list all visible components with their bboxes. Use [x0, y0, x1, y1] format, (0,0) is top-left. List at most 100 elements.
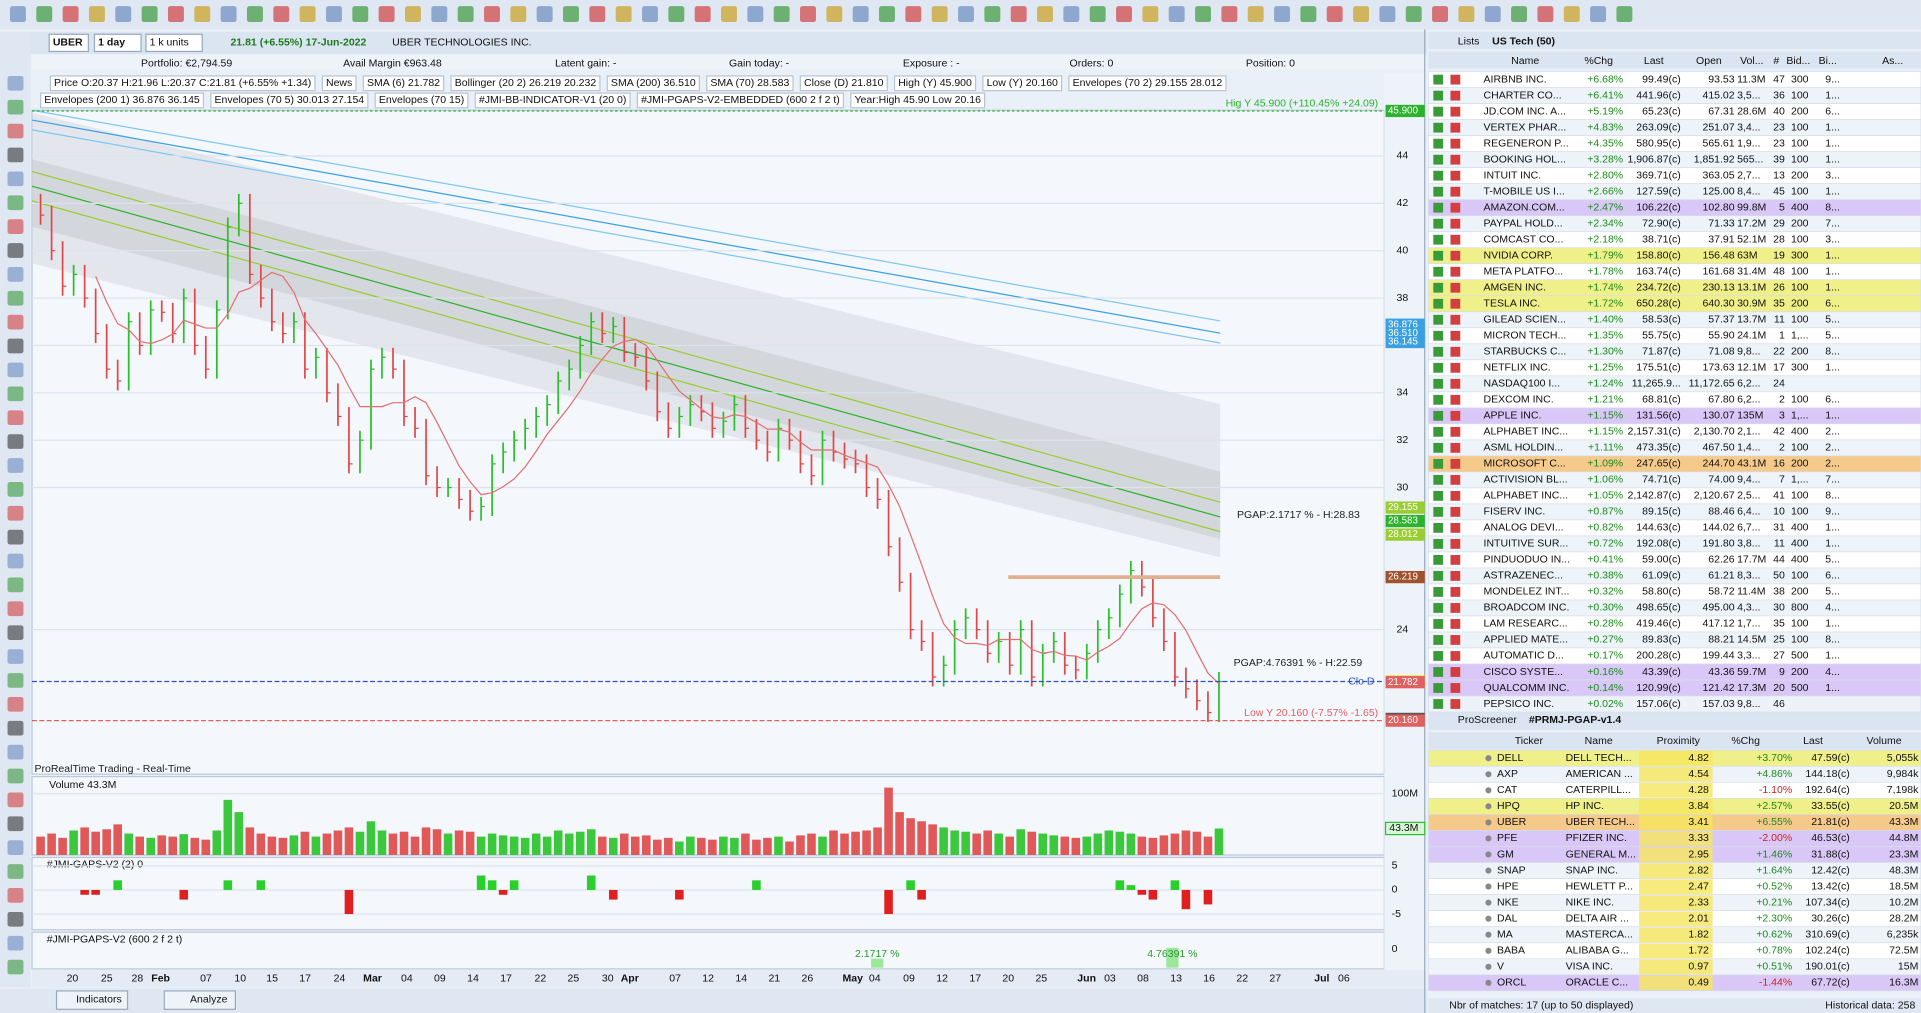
side-tool[interactable] — [7, 649, 24, 664]
tool-icon[interactable] — [668, 6, 685, 23]
side-tool[interactable] — [7, 505, 24, 521]
tool-icon[interactable] — [1326, 6, 1343, 23]
tool-icon[interactable] — [931, 6, 948, 23]
side-tool[interactable] — [7, 577, 24, 593]
tool-icon[interactable] — [1405, 6, 1422, 23]
tool-icon[interactable] — [1590, 6, 1607, 23]
side-tool[interactable] — [7, 935, 24, 951]
tool-icon[interactable] — [563, 6, 579, 23]
side-tool[interactable] — [7, 625, 24, 641]
side-tool[interactable] — [7, 673, 24, 688]
analyze-button[interactable] — [163, 990, 236, 1010]
side-tool[interactable] — [7, 219, 24, 234]
side-tool[interactable] — [7, 864, 24, 879]
tool-icon[interactable] — [378, 6, 395, 23]
tool-icon[interactable] — [1247, 6, 1264, 23]
indicators[interactable]: Indicators — [76, 993, 122, 1005]
tool-icon[interactable] — [615, 6, 632, 23]
tool-icon[interactable] — [642, 6, 658, 23]
tool-icons[interactable] — [9, 6, 1633, 23]
tool-icon[interactable] — [800, 6, 816, 23]
tool-icon[interactable] — [1379, 6, 1396, 23]
tool-icon[interactable] — [852, 6, 869, 23]
units-box[interactable] — [145, 33, 203, 53]
side-tool[interactable] — [7, 434, 24, 449]
tool-icon[interactable] — [905, 6, 922, 23]
side-tool[interactable] — [7, 840, 24, 855]
side-tool[interactable] — [7, 362, 24, 378]
tool-icon[interactable] — [1484, 6, 1501, 23]
tool-icon[interactable] — [36, 6, 53, 23]
tool-icon[interactable] — [773, 6, 790, 23]
tool-icon[interactable] — [536, 6, 553, 23]
side-tool[interactable] — [7, 195, 24, 211]
tool-icon[interactable] — [1063, 6, 1080, 23]
tool-icon[interactable] — [1274, 6, 1291, 23]
tool-icon[interactable] — [958, 6, 974, 23]
side-tool[interactable] — [7, 386, 24, 402]
units[interactable]: 1 k units — [150, 37, 189, 49]
tool-icon[interactable] — [457, 6, 474, 23]
side-tool[interactable] — [7, 792, 24, 808]
side-tool[interactable] — [7, 458, 24, 473]
tool-icon[interactable] — [9, 6, 26, 23]
tool-icon[interactable] — [167, 6, 184, 23]
tool-icon[interactable] — [1116, 6, 1132, 23]
side-tool[interactable] — [7, 147, 24, 163]
tool-icon[interactable] — [984, 6, 1001, 23]
side-tool[interactable] — [7, 410, 24, 426]
tool-icon[interactable] — [1010, 6, 1027, 23]
tool-icon[interactable] — [220, 6, 237, 23]
tool-icon[interactable] — [115, 6, 132, 23]
tool-icon[interactable] — [1432, 6, 1449, 23]
tool-icon[interactable] — [1616, 6, 1633, 23]
tool-icon[interactable] — [1089, 6, 1106, 23]
side-tool[interactable] — [7, 553, 24, 569]
side-tool[interactable] — [7, 768, 24, 784]
tool-icon[interactable] — [352, 6, 369, 23]
tool-icon[interactable] — [194, 6, 211, 23]
tool-icon[interactable] — [405, 6, 421, 23]
side-tool[interactable] — [7, 75, 24, 91]
tool-icon[interactable] — [1221, 6, 1238, 23]
tool-icon[interactable] — [273, 6, 290, 23]
tool-icon[interactable] — [1458, 6, 1475, 23]
tool-icon[interactable] — [1563, 6, 1580, 23]
side-tool[interactable] — [7, 888, 24, 903]
analyze[interactable]: Analyze — [190, 993, 228, 1005]
tool-icon[interactable] — [694, 6, 711, 23]
tool-icon[interactable] — [510, 6, 527, 23]
side-tool[interactable] — [7, 290, 24, 306]
symbol[interactable]: UBER — [53, 37, 83, 49]
side-tool[interactable] — [7, 171, 24, 187]
side-tool[interactable] — [7, 267, 24, 282]
tool-icon[interactable] — [879, 6, 895, 23]
tool-icon[interactable] — [721, 6, 737, 23]
side-tool[interactable] — [7, 744, 24, 760]
tool-icon[interactable] — [1195, 6, 1211, 23]
tool-icon[interactable] — [1142, 6, 1159, 23]
period-box[interactable] — [93, 33, 142, 53]
side-tool[interactable] — [7, 696, 24, 712]
side-tool[interactable] — [7, 99, 24, 115]
side-tool[interactable] — [7, 959, 24, 975]
side-tool[interactable] — [7, 601, 24, 617]
tool-icon[interactable] — [1511, 6, 1528, 23]
tool-icon[interactable] — [826, 6, 843, 23]
side-tool[interactable] — [7, 482, 24, 497]
side-tool[interactable] — [7, 243, 24, 258]
tool-icon[interactable] — [747, 6, 764, 23]
side-tool[interactable] — [7, 529, 24, 545]
period[interactable]: 1 day — [98, 37, 125, 49]
tool-icon[interactable] — [299, 6, 316, 23]
tool-icon[interactable] — [1168, 6, 1185, 23]
indicators-button[interactable] — [55, 990, 129, 1010]
tool-icon[interactable] — [141, 6, 158, 23]
symbol-box[interactable] — [48, 33, 89, 53]
tool-icon[interactable] — [325, 6, 342, 23]
tool-icon[interactable] — [246, 6, 263, 23]
tool-icon[interactable] — [1300, 6, 1317, 23]
side-tool[interactable] — [7, 314, 24, 330]
tool-icon[interactable] — [1353, 6, 1370, 23]
tool-icon[interactable] — [484, 6, 500, 23]
